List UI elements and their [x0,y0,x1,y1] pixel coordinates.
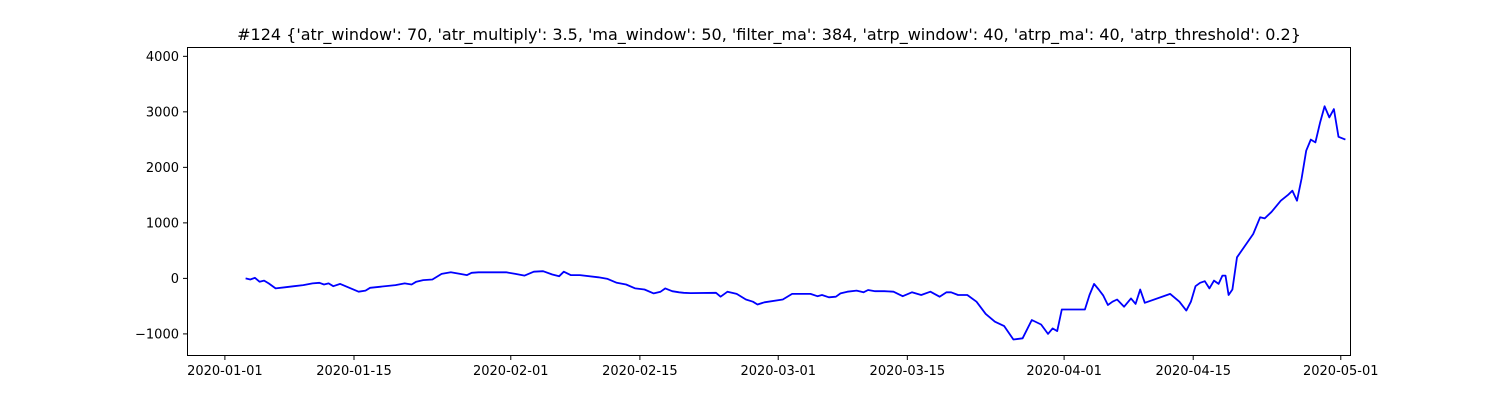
x-tick-label: 2020-03-15 [870,364,946,379]
y-axis: −1000 0 1000 2000 3000 4000 [135,50,188,342]
x-tick-label: 2020-02-01 [473,364,549,379]
x-tick-label: 2020-01-01 [187,364,263,379]
y-tick-label: 0 [171,272,179,287]
x-tick-label: 2020-05-01 [1303,364,1379,379]
plot-area [187,47,1351,356]
x-axis: 2020-01-01 2020-01-15 2020-02-01 2020-02-15… [187,355,1379,379]
x-tick-label: 2020-04-15 [1155,364,1231,379]
x-tick-label: 2020-01-15 [316,364,392,379]
x-tick-label: 2020-03-01 [740,364,816,379]
y-tick-label: 4000 [146,50,179,65]
x-tick-label: 2020-02-15 [602,364,678,379]
y-tick-label: −1000 [135,327,179,342]
y-tick-label: 2000 [146,161,179,176]
y-tick-label: 3000 [146,105,179,120]
x-tick-label: 2020-04-01 [1026,364,1102,379]
series-line [245,105,1346,341]
y-tick-label: 1000 [146,216,179,231]
chart-title: #124 {'atr_window': 70, 'atr_multiply': … [237,25,1301,45]
